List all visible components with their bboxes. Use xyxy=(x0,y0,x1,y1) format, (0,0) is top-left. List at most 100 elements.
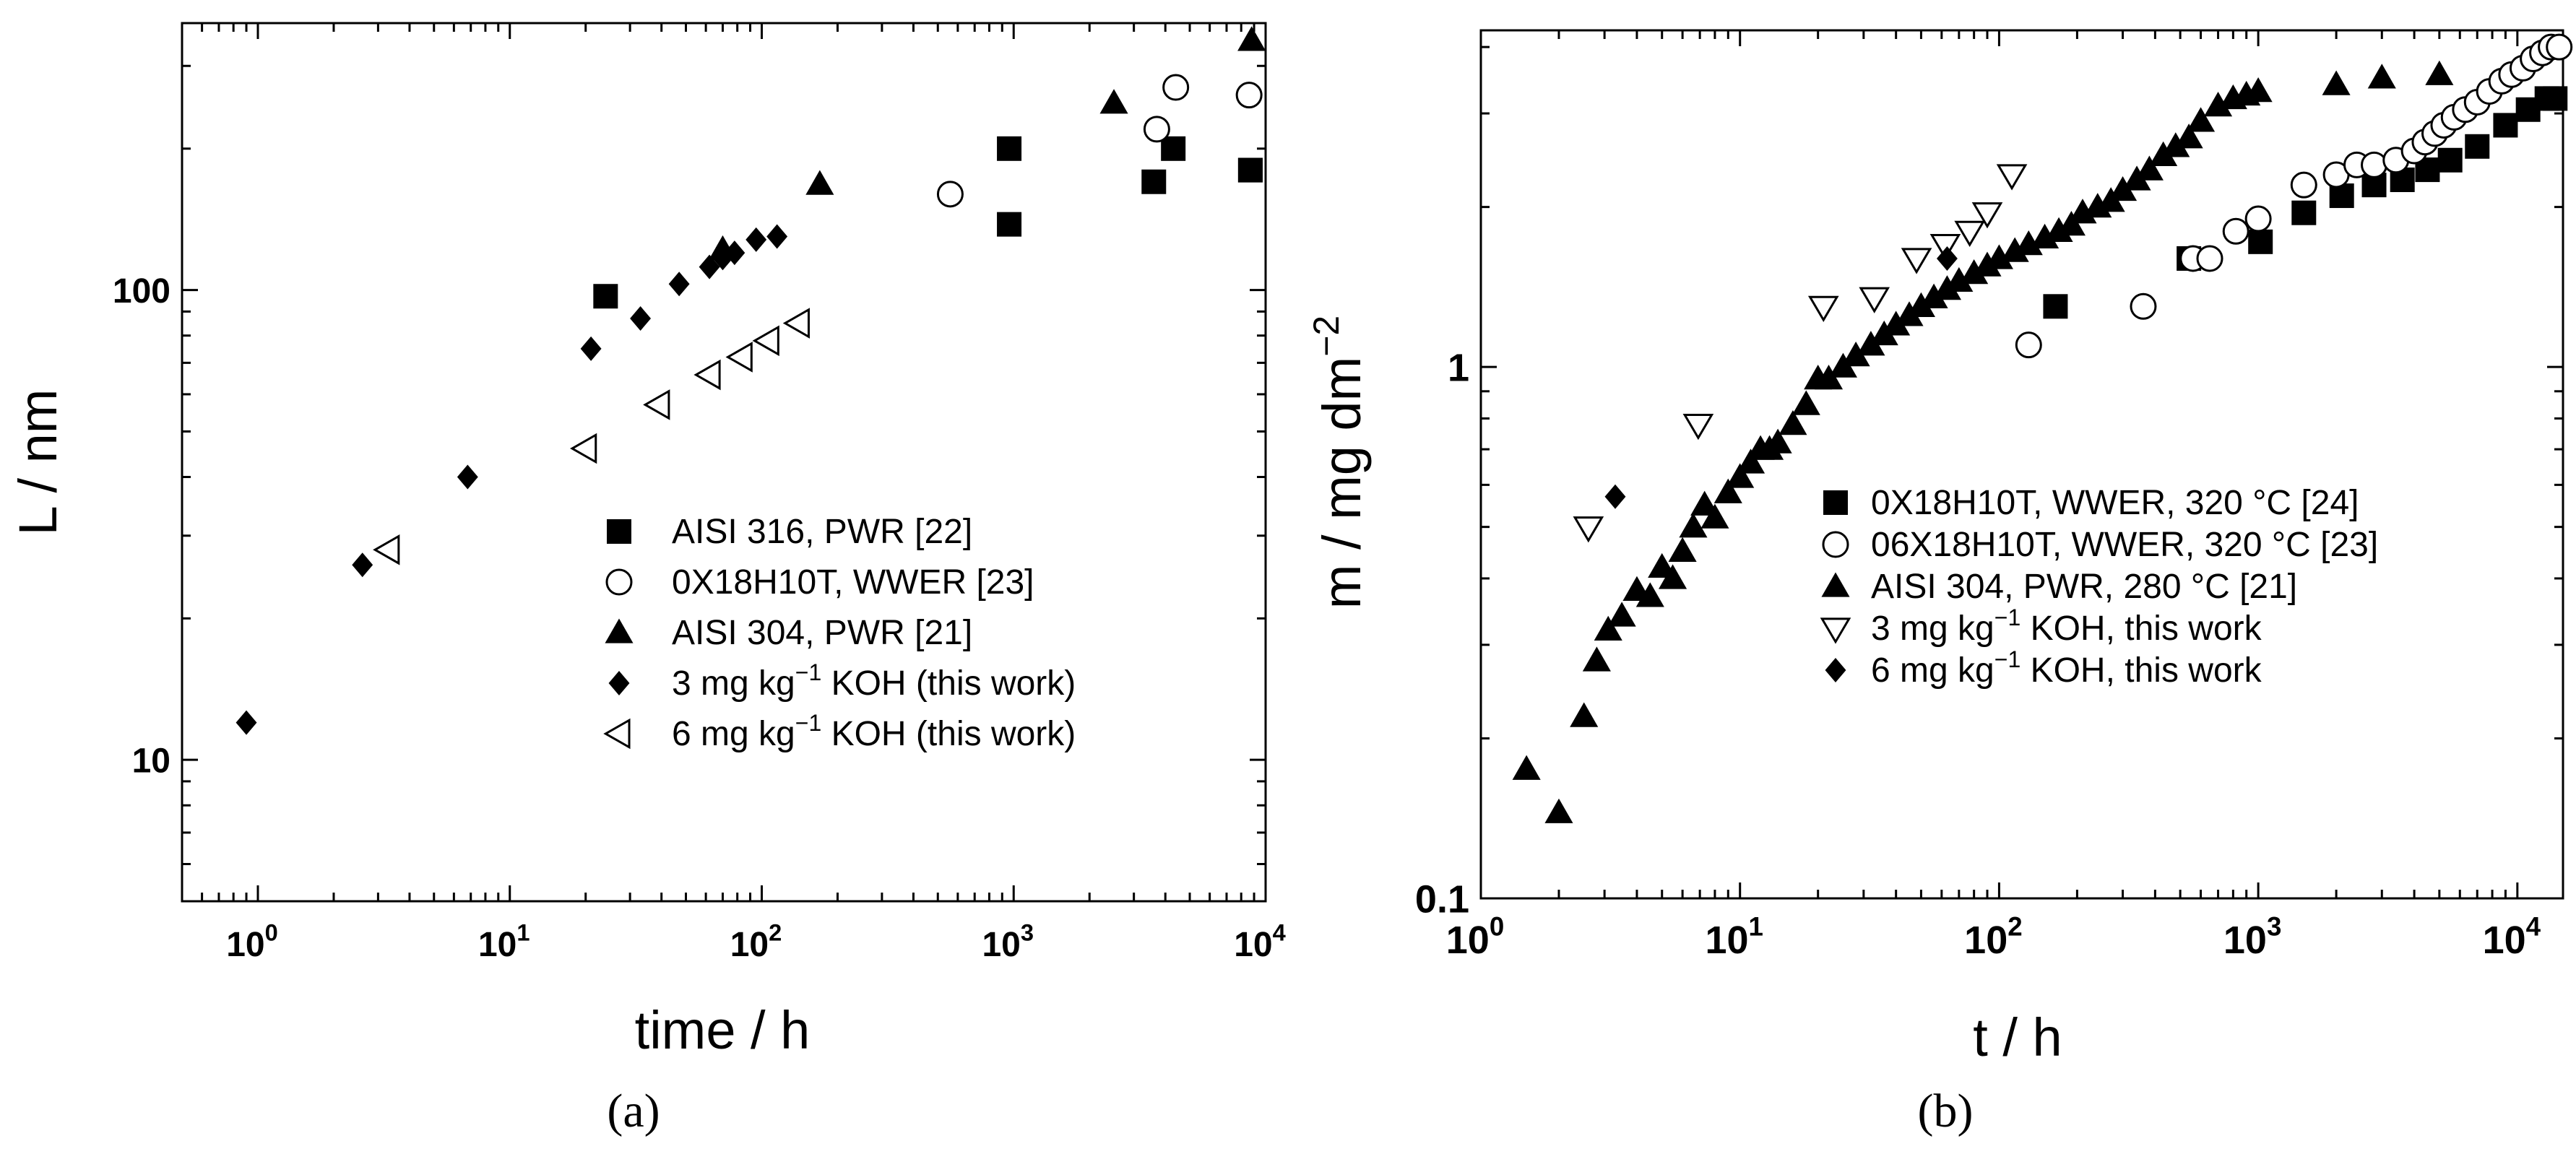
series-1 xyxy=(2043,86,2568,319)
data-point xyxy=(1573,516,1604,543)
data-point xyxy=(1161,136,1186,161)
data-point xyxy=(1682,413,1714,441)
legend-label: 3 mg kg−1 KOH, this work xyxy=(1871,604,2262,648)
legend-marker xyxy=(1820,617,1851,644)
series-2 xyxy=(2015,33,2573,359)
series-5 xyxy=(373,308,810,565)
legend-label-superscript: −1 xyxy=(1994,646,2020,672)
legend-label-text: 6 mg kg xyxy=(672,715,795,753)
x-tick-exponent: 1 xyxy=(1749,912,1763,942)
data-point xyxy=(2161,132,2190,157)
data-point xyxy=(1919,283,1948,308)
data-point xyxy=(1726,463,1755,488)
data-point xyxy=(1932,275,1961,300)
legend-label-text: KOH (this work) xyxy=(821,715,1076,753)
series-3 xyxy=(1512,60,2454,823)
data-point xyxy=(2015,331,2042,359)
data-point xyxy=(593,284,618,309)
x-axis-label: t / h xyxy=(1973,1007,2062,1067)
x-tick-exponent: 4 xyxy=(2526,912,2541,942)
legend-item: 6 mg kg−1 KOH, this work xyxy=(1825,646,2262,690)
x-tick-base: 10 xyxy=(2223,919,2267,962)
data-point xyxy=(1814,364,1844,390)
data-point xyxy=(2543,86,2568,111)
legend: AISI 316, PWR [22] 0X18H10T, WWER [23] AIS… xyxy=(603,513,1076,753)
data-point xyxy=(2291,200,2317,225)
data-point xyxy=(1570,702,1599,727)
legend-marker xyxy=(1825,658,1846,682)
series-4 xyxy=(1573,164,2028,543)
legend-label-text: KOH (this work) xyxy=(821,664,1076,703)
data-point xyxy=(1604,484,1626,509)
panel-caption: (b) xyxy=(1918,1085,1974,1137)
legend-label-text: 3 mg kg xyxy=(1871,609,1994,648)
x-tick-label: 102 xyxy=(730,919,782,964)
data-point xyxy=(373,534,400,565)
legend-label-text: KOH, this work xyxy=(2020,609,2262,648)
data-point xyxy=(1791,390,1820,415)
x-tick-label: 104 xyxy=(2483,912,2541,962)
data-point xyxy=(2174,123,2203,149)
legend-label: 0X18H10T, WWER, 320 °C [24] xyxy=(1871,484,2359,522)
data-point xyxy=(668,272,690,297)
x-tick-base: 10 xyxy=(1964,919,2007,962)
x-tick-label: 102 xyxy=(1964,912,2023,962)
legend-label-text: 3 mg kg xyxy=(672,664,795,703)
x-tick-base: 10 xyxy=(1705,919,1748,962)
data-point xyxy=(1763,428,1792,454)
data-point xyxy=(2204,92,2233,117)
data-point xyxy=(997,136,1022,161)
data-point xyxy=(1659,564,1687,589)
legend-item: 06X18H10T, WWER, 320 °C [23] xyxy=(1822,526,2378,564)
legend-marker xyxy=(605,568,633,596)
data-point xyxy=(2186,107,2216,132)
x-tick-exponent: 2 xyxy=(769,919,782,945)
data-point xyxy=(1857,331,1885,356)
x-tick-base: 10 xyxy=(982,926,1020,964)
data-point xyxy=(457,464,478,490)
legend-label-text: 6 mg kg xyxy=(1871,651,1994,690)
data-point xyxy=(724,240,745,266)
y-axis-label: L / nm xyxy=(8,389,68,536)
legend-item: AISI 304, PWR, 280 °C [21] xyxy=(1821,568,2297,606)
legend-label: 6 mg kg−1 KOH, this work xyxy=(1871,646,2262,690)
plot-frame xyxy=(181,22,1267,903)
data-point xyxy=(1162,74,1190,101)
x-tick-base: 10 xyxy=(730,926,769,964)
data-point xyxy=(1984,244,2013,269)
y-tick-label: 0.1 xyxy=(1415,877,1469,921)
x-tick-exponent: 3 xyxy=(2267,912,2281,942)
data-point xyxy=(2244,77,2273,103)
x-tick-base: 10 xyxy=(478,926,517,964)
y-axis-label-text: m / mg dm xyxy=(1312,357,1372,609)
data-point xyxy=(352,552,373,578)
y-tick-label: 100 xyxy=(113,272,170,311)
data-point xyxy=(712,246,733,271)
x-tick-exponent: 3 xyxy=(1021,919,1034,945)
legend-marker xyxy=(1823,490,1848,515)
data-point xyxy=(2465,134,2490,159)
data-point xyxy=(2425,60,2454,85)
legend-label: 06X18H10T, WWER, 320 °C [23] xyxy=(1871,526,2378,564)
data-point xyxy=(1973,251,2002,277)
data-point xyxy=(630,305,652,331)
x-tick-exponent: 1 xyxy=(517,919,530,945)
x-axis-label: time / h xyxy=(635,1000,811,1060)
data-point xyxy=(1807,295,1839,322)
x-tick-base: 10 xyxy=(226,926,264,964)
data-point xyxy=(235,710,257,735)
legend-label: 0X18H10T, WWER [23] xyxy=(672,563,1034,602)
data-point xyxy=(1778,409,1807,435)
legend-marker xyxy=(607,519,631,544)
data-point xyxy=(2493,113,2518,138)
data-point xyxy=(1235,82,1263,109)
data-point xyxy=(1141,169,1167,194)
y-axis-label: m / mg dm−2 xyxy=(1306,316,1372,609)
data-point xyxy=(1971,202,2003,229)
data-point xyxy=(1737,448,1765,474)
data-point xyxy=(2248,229,2273,254)
data-point xyxy=(580,336,602,361)
data-point xyxy=(1237,26,1266,51)
data-point xyxy=(1945,266,1974,292)
data-point xyxy=(1929,233,1961,261)
